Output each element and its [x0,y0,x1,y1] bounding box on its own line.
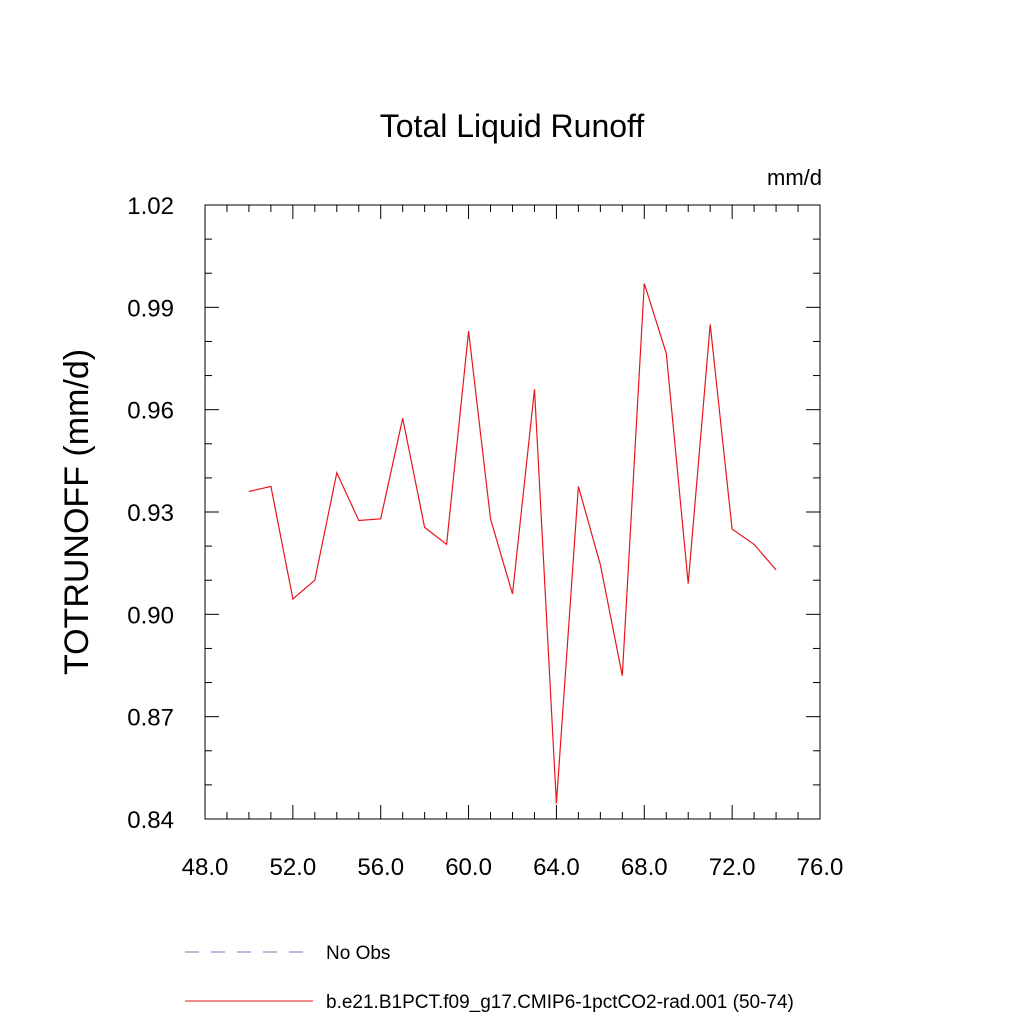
x-tick-labels: 48.0 52.0 56.0 60.0 64.0 68.0 72.0 76.0 [182,854,844,881]
series-line-1 [248,283,777,804]
y-tick-label: 0.93 [127,500,174,527]
chart-title: Total Liquid Runoff [380,108,645,144]
x-tick-label: 68.0 [621,854,668,881]
axis-ticks [204,204,821,820]
x-tick-label: 72.0 [709,854,756,881]
x-tick-label: 52.0 [269,854,316,881]
series-layer [248,283,777,804]
x-tick-label: 76.0 [797,854,844,881]
legend-entry-label: b.e21.B1PCT.f09_g17.CMIP6-1pctCO2-rad.00… [326,992,794,1013]
y-tick-label: 0.84 [127,807,174,834]
y-axis-label: TOTRUNOFF (mm/d) [58,349,96,675]
plot-frame [204,204,821,820]
y-tick-label: 0.87 [127,705,174,732]
y-tick-label: 0.96 [127,398,174,425]
x-tick-label: 48.0 [182,854,229,881]
y-tick-labels: 0.84 0.87 0.90 0.93 0.96 0.99 1.02 [127,193,174,834]
legend: No Obs b.e21.B1PCT.f09_g17.CMIP6-1pctCO2-… [185,943,794,1013]
x-tick-label: 56.0 [357,854,404,881]
x-tick-label: 60.0 [445,854,492,881]
y-tick-label: 1.02 [127,193,174,220]
legend-entry-label: No Obs [326,943,390,964]
y-tick-label: 0.90 [127,602,174,629]
units-label: mm/d [767,165,822,190]
y-tick-label: 0.99 [127,295,174,322]
x-tick-label: 64.0 [533,854,580,881]
